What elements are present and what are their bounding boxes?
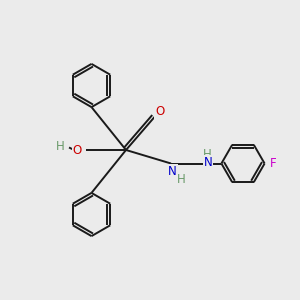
- Text: H: H: [202, 148, 211, 161]
- Text: N: N: [168, 165, 177, 178]
- Text: H: H: [56, 140, 64, 154]
- Text: H: H: [177, 172, 186, 186]
- Text: O: O: [155, 105, 164, 118]
- Text: O: O: [73, 143, 82, 157]
- Text: F: F: [270, 157, 277, 170]
- Text: N: N: [203, 155, 212, 169]
